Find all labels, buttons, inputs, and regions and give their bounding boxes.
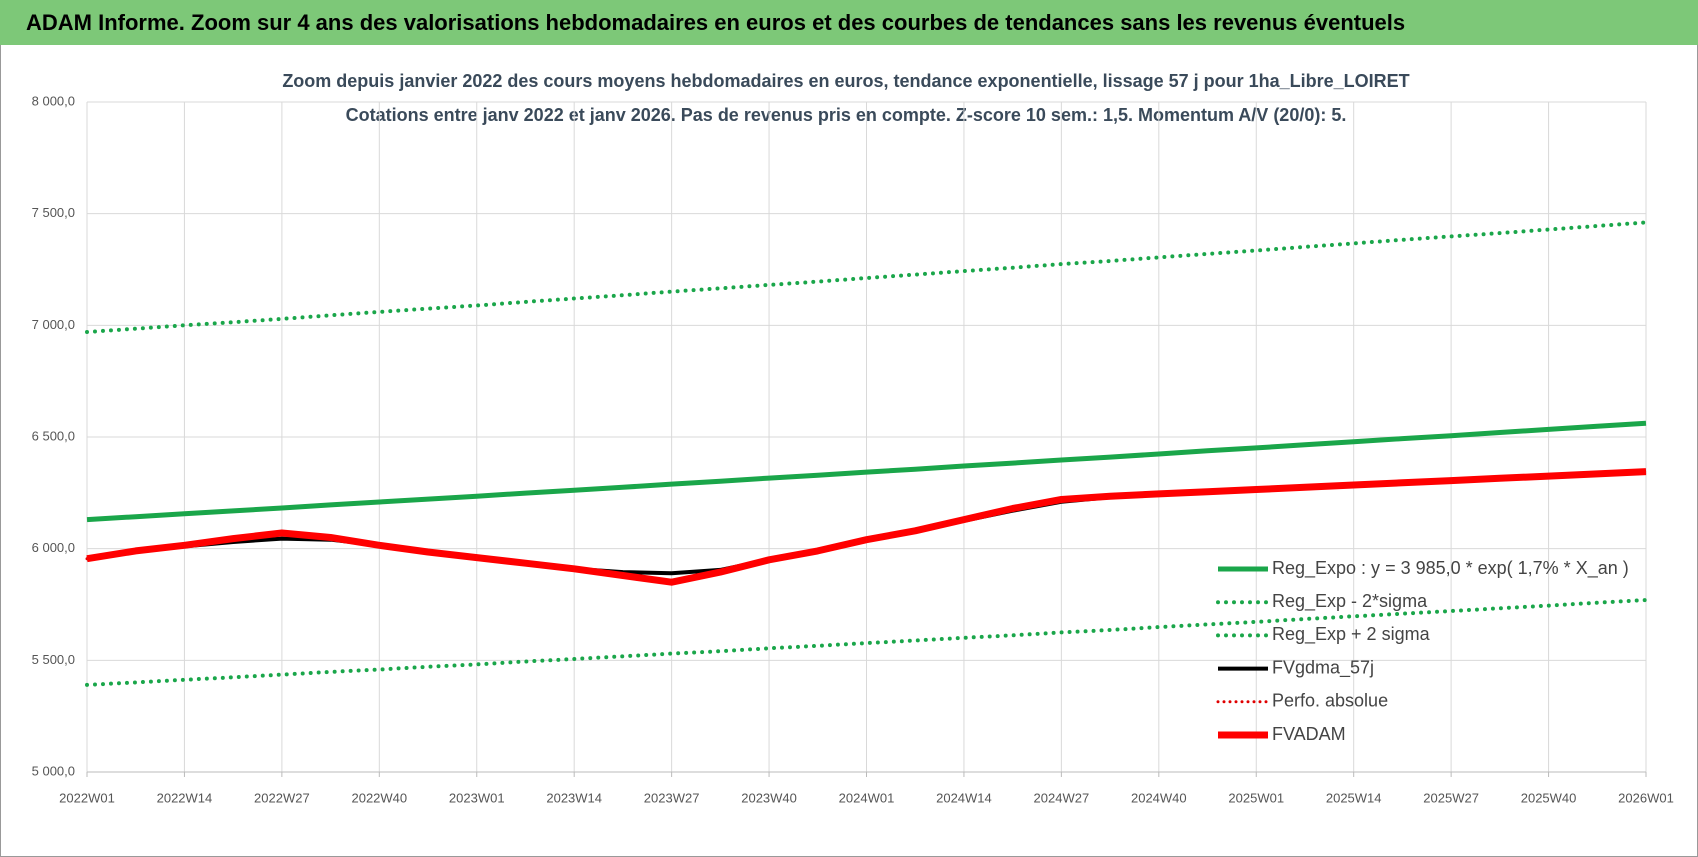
legend-label: FVgdma_57j: [1272, 657, 1374, 678]
x-tick-label: 2023W14: [546, 790, 602, 805]
y-tick-label: 6 000,0: [32, 540, 75, 555]
y-tick-label: 8 000,0: [32, 93, 75, 108]
x-tick-label: 2024W01: [839, 790, 895, 805]
x-tick-label: 2024W14: [936, 790, 992, 805]
x-tick-label: 2023W40: [741, 790, 797, 805]
y-tick-label: 5 500,0: [32, 652, 75, 667]
series-line: [85, 220, 1648, 334]
x-tick-label: 2026W01: [1618, 790, 1674, 805]
header-title: ADAM Informe. Zoom sur 4 ans des valoris…: [26, 10, 1405, 35]
x-tick-label: 2022W40: [351, 790, 407, 805]
legend-label: Perfo. absolue: [1272, 691, 1388, 711]
x-tick-label: 2024W27: [1034, 790, 1090, 805]
x-tick-label: 2022W01: [59, 790, 115, 805]
x-tick-label: 2025W27: [1423, 790, 1479, 805]
legend-label: Reg_Exp - 2*sigma: [1272, 591, 1428, 612]
y-tick-label: 6 500,0: [32, 428, 75, 443]
legend-label: FVADAM: [1272, 724, 1346, 744]
legend-label: Reg_Exp + 2 sigma: [1272, 624, 1431, 645]
x-tick-label: 2022W27: [254, 790, 310, 805]
legend-label: Reg_Expo : y = 3 985,0 * exp( 1,7% * X_a…: [1272, 558, 1629, 579]
x-tick-label: 2025W40: [1521, 790, 1577, 805]
series-line: [86, 420, 1647, 523]
x-tick-label: 2023W01: [449, 790, 505, 805]
y-tick-label: 5 000,0: [32, 763, 75, 778]
header-bar: [0, 0, 1698, 45]
x-tick-label: 2022W14: [157, 790, 213, 805]
chart-subtitle: Cotations entre janv 2022 et janv 2026. …: [346, 105, 1347, 125]
x-tick-label: 2025W14: [1326, 790, 1382, 805]
series-line: [86, 468, 1647, 586]
y-tick-label: 7 000,0: [32, 317, 75, 332]
x-tick-label: 2024W40: [1131, 790, 1187, 805]
x-tick-label: 2025W01: [1228, 790, 1284, 805]
x-tick-label: 2023W27: [644, 790, 700, 805]
chart-title: Zoom depuis janvier 2022 des cours moyen…: [282, 71, 1409, 91]
y-tick-label: 7 500,0: [32, 205, 75, 220]
